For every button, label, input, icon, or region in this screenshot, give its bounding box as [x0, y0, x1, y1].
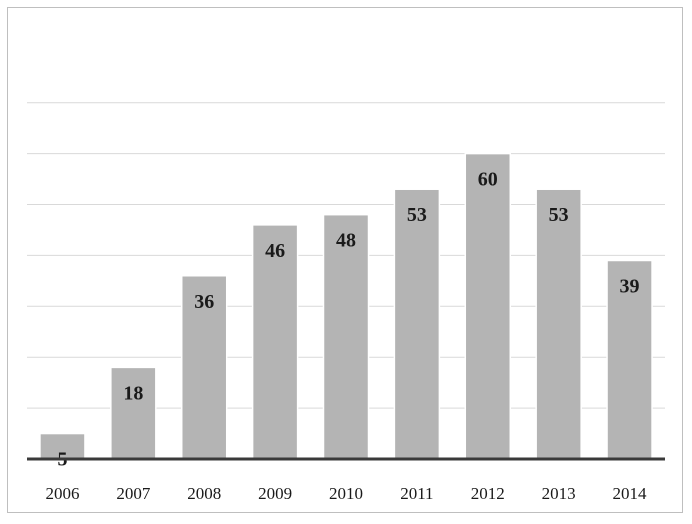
x-tick-2011: 2011 — [400, 484, 433, 503]
bar-2008 — [180, 275, 228, 460]
x-tick-2010: 2010 — [329, 484, 363, 503]
x-tick-labels: 2006 2007 2008 2009 2010 2011 2012 2013 2014 — [45, 484, 647, 503]
data-label-2008: 36 — [194, 291, 214, 313]
bar-2013 — [535, 188, 582, 460]
x-tick-2012: 2012 — [471, 484, 505, 503]
bars — [39, 152, 653, 460]
data-label-2010: 48 — [336, 230, 356, 252]
x-tick-2013: 2013 — [542, 484, 576, 503]
bar-2012 — [464, 152, 512, 460]
data-label-2011: 53 — [407, 204, 427, 226]
data-label-2007: 18 — [123, 382, 143, 404]
x-tick-2014: 2014 — [613, 484, 648, 503]
x-tick-2008: 2008 — [187, 484, 221, 503]
data-label-2009: 46 — [265, 240, 285, 262]
data-label-2012: 60 — [478, 169, 498, 191]
x-tick-2006: 2006 — [45, 484, 79, 503]
bar-2007 — [110, 366, 157, 460]
x-tick-2009: 2009 — [258, 484, 292, 503]
bar-2010 — [322, 213, 370, 460]
bar-2006 — [39, 432, 86, 460]
data-label-2013: 53 — [549, 204, 569, 226]
bar-2014 — [606, 259, 653, 460]
data-label-2014: 39 — [620, 275, 640, 297]
bar-2011 — [393, 188, 441, 460]
bar-2009 — [251, 224, 299, 460]
x-tick-2007: 2007 — [116, 484, 151, 503]
